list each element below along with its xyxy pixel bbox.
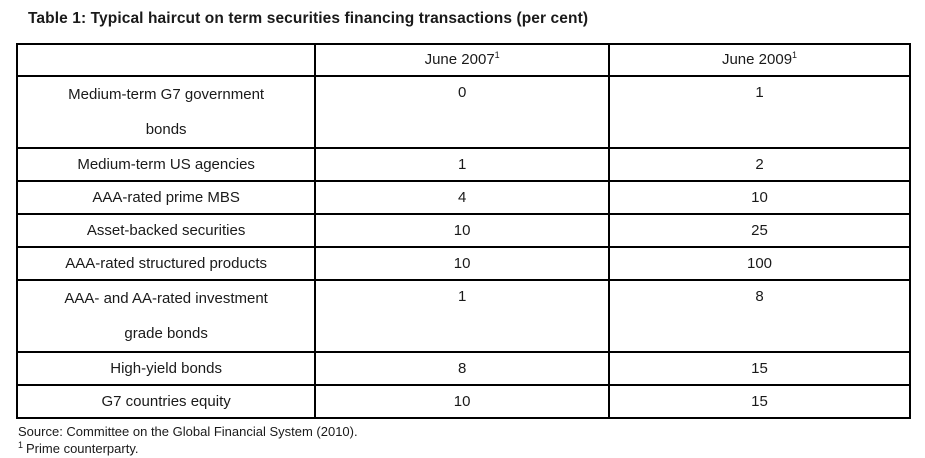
value-cell-june-2007: 4 (314, 180, 611, 215)
header-june-2007-label: June 2007 (424, 51, 495, 68)
value-cell-june-2009: 1 (608, 75, 911, 149)
header-blank-cell (15, 43, 317, 77)
cell-text-line: 10 (453, 222, 471, 239)
table-row: Asset-backed securities 10 25 (15, 213, 911, 248)
table-row: High-yield bonds 8 15 (15, 351, 911, 386)
value-cell-june-2009: 15 (608, 351, 911, 386)
row-label-cell: AAA-rated prime MBS (15, 180, 317, 215)
row-label-cell: Medium-term G7 government bonds (15, 75, 317, 149)
cell-text-line: 15 (751, 360, 768, 377)
table-row: Medium-term G7 government bonds 0 1 (15, 75, 911, 149)
header-june-2007: June 20071 (314, 43, 611, 77)
row-label-cell: Medium-term US agencies (15, 147, 317, 182)
row-label-cell: G7 countries equity (15, 384, 317, 419)
cell-text-line: 1 (457, 288, 467, 305)
header-june-2009-label: June 2009 (721, 51, 793, 68)
table-row: AAA-rated structured products 10 100 (15, 246, 911, 281)
value-cell-june-2009: 15 (608, 384, 911, 419)
cell-text-line: G7 countries equity (101, 393, 231, 410)
value-cell-june-2007: 8 (314, 351, 611, 386)
table-row: AAA-rated prime MBS 4 10 (15, 180, 911, 215)
header-june-2007-footnote-marker: 1 (494, 50, 500, 60)
value-cell-june-2009: 2 (608, 147, 911, 182)
table-row: Medium-term US agencies 1 2 (15, 147, 911, 182)
cell-text-line: Asset-backed securities (86, 222, 246, 239)
value-cell-june-2009: 100 (608, 246, 911, 281)
footnote-marker: 1 (18, 439, 24, 450)
value-cell-june-2009: 10 (608, 180, 911, 215)
value-cell-june-2009: 25 (608, 213, 911, 248)
header-row: June 20071 June 20091 (15, 43, 911, 77)
cell-text-line: 10 (751, 189, 768, 206)
footnote-text: Prime counterparty. (26, 441, 139, 456)
header-june-2009-footnote-marker: 1 (792, 50, 798, 60)
row-label-cell: AAA- and AA-rated investment grade bonds (15, 279, 317, 353)
cell-text-line: AAA-rated structured products (65, 255, 267, 272)
source-note: Source: Committee on the Global Financia… (18, 424, 358, 439)
cell-text-line: AAA-rated prime MBS (92, 189, 240, 206)
cell-text-line: 10 (453, 393, 471, 410)
cell-text-line: Medium-term US agencies (77, 156, 255, 173)
cell-text-line: 4 (457, 189, 467, 206)
cell-text-line: 8 (457, 360, 467, 377)
value-cell-june-2007: 1 (314, 279, 611, 353)
cell-text-line: 2 (755, 156, 764, 173)
cell-text-line: AAA- and AA-rated investment (64, 290, 268, 307)
header-june-2009: June 20091 (608, 43, 911, 77)
row-label-cell: Asset-backed securities (15, 213, 317, 248)
footnote: 1 Prime counterparty. (18, 440, 911, 457)
table-title: Table 1: Typical haircut on term securit… (28, 10, 589, 27)
value-cell-june-2007: 1 (314, 147, 611, 182)
table-row: AAA- and AA-rated investment grade bonds … (15, 279, 911, 353)
value-cell-june-2007: 10 (314, 246, 611, 281)
cell-text-line: 25 (751, 222, 768, 239)
value-cell-june-2007: 0 (314, 75, 611, 149)
cell-text-line: bonds (145, 121, 187, 138)
cell-text-line: 8 (755, 288, 764, 305)
row-label-cell: AAA-rated structured products (15, 246, 317, 281)
cell-text-line: 15 (751, 393, 768, 410)
cell-text-line: grade bonds (124, 325, 208, 342)
cell-text-line: 0 (457, 84, 467, 101)
table-row: G7 countries equity 10 15 (15, 384, 911, 419)
cell-text-line: Medium-term G7 government (68, 86, 265, 103)
cell-text-line: 1 (755, 84, 764, 101)
haircut-table: June 20071 June 20091 Medium-term G7 gov… (15, 43, 911, 419)
cell-text-line: 10 (453, 255, 471, 272)
value-cell-june-2009: 8 (608, 279, 911, 353)
value-cell-june-2007: 10 (314, 213, 611, 248)
row-label-cell: High-yield bonds (15, 351, 317, 386)
cell-text-line: High-yield bonds (110, 360, 222, 377)
table-notes: Source: Committee on the Global Financia… (18, 423, 911, 457)
cell-text-line: 1 (457, 156, 467, 173)
cell-text-line: 100 (747, 255, 773, 272)
value-cell-june-2007: 10 (314, 384, 611, 419)
